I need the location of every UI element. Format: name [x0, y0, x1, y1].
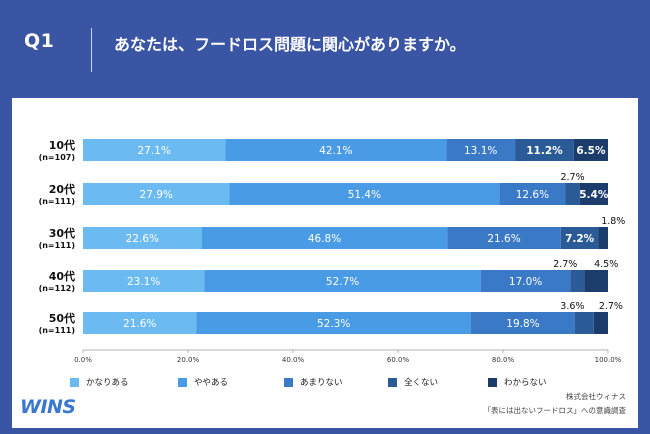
data-label: 4.5%: [594, 259, 618, 270]
bar-segment: [573, 139, 608, 161]
bar-segment: [83, 139, 226, 161]
data-label: 5.4%: [579, 189, 609, 201]
legend-item: ややある: [178, 376, 228, 388]
category-label: 30代: [49, 226, 75, 240]
chart-card: 10代 (n=107) 27.1% 42.1% 13.1% 11.2% 6.5% 20代 (n=…: [12, 98, 638, 428]
credit-survey-title: 「表には出ないフードロス」への意識調査: [483, 406, 627, 415]
data-label: 3.6%: [560, 301, 584, 312]
x-tick-label: 20.0%: [177, 356, 200, 364]
data-label: 27.9%: [140, 189, 173, 201]
data-label: 2.7%: [553, 259, 577, 270]
question-title: あなたは、フードロス問題に関心がありますか。: [114, 35, 466, 54]
legend-swatch: [388, 377, 397, 387]
bar-segment: [83, 227, 202, 249]
legend-swatch: [70, 377, 79, 387]
data-label: 2.7%: [599, 301, 623, 312]
bar-segment: [229, 183, 500, 205]
data-label: 11.2%: [526, 145, 563, 157]
bar-segment: [574, 312, 594, 334]
data-label: 46.8%: [308, 233, 341, 245]
legend-item: 全くない: [388, 376, 438, 388]
x-tick-label: 60.0%: [387, 356, 410, 364]
x-tick-label: 40.0%: [282, 356, 305, 364]
category-sample-size: (n=111): [39, 326, 75, 335]
data-label: 6.5%: [576, 145, 606, 157]
legend-swatch: [284, 377, 293, 387]
data-label: 2.7%: [560, 172, 584, 183]
bar-segment: [83, 270, 205, 292]
bar-segment: [201, 227, 448, 249]
data-label: 1.8%: [601, 216, 625, 227]
data-label: 51.4%: [348, 189, 381, 201]
x-tick-label: 100.0%: [595, 356, 622, 364]
legend-label: 全くない: [404, 378, 439, 388]
survey-credit: 株式会社ウィナス 「表には出ないフードロス」への意識調査: [484, 390, 627, 418]
stacked-bar-chart: 10代(n=107)27.1% 42.1% 13.1% 11.2% 6.5%20代(n=…: [39, 138, 626, 364]
data-label: 21.6%: [487, 233, 520, 245]
data-label: 27.1%: [137, 145, 170, 157]
bar-segment: [579, 183, 608, 205]
bar-segment: [598, 227, 608, 249]
legend-item: わからない: [488, 376, 547, 388]
category-sample-size: (n=112): [39, 284, 75, 293]
legend-label: わからない: [504, 378, 547, 388]
credit-company: 株式会社ウィナス: [566, 392, 626, 401]
category-label: 20代: [49, 182, 75, 196]
bar-segment: [225, 139, 447, 161]
data-label: 21.6%: [123, 318, 156, 330]
bar-segment: [480, 270, 571, 292]
data-label: 17.0%: [509, 276, 542, 288]
x-tick-label: 0.0%: [74, 356, 92, 364]
data-label: 52.3%: [317, 318, 350, 330]
wins-logo: WINS: [20, 396, 76, 418]
bar-segment: [570, 270, 585, 292]
legend-item: かなりある: [70, 376, 129, 388]
category-sample-size: (n=111): [39, 197, 75, 206]
data-label: 22.6%: [126, 233, 159, 245]
bar-segment: [83, 183, 230, 205]
legend-label: あまりない: [300, 378, 343, 388]
data-label: 23.1%: [127, 276, 160, 288]
legend-label: ややある: [194, 378, 229, 388]
header-divider: [91, 28, 92, 72]
x-tick-label: 80.0%: [492, 356, 515, 364]
data-label: 12.6%: [516, 189, 549, 201]
bar-segment: [515, 139, 574, 161]
chart-legend: かなりある ややある あまりない 全くない わからない: [70, 376, 570, 392]
bar-segment: [447, 227, 561, 249]
category-label: 40代: [49, 269, 75, 283]
legend-swatch: [488, 377, 497, 387]
category-sample-size: (n=111): [39, 241, 75, 250]
bar-segment: [470, 312, 575, 334]
bar-segment: [446, 139, 516, 161]
category-label: 50代: [49, 311, 75, 325]
bar-segment: [196, 312, 471, 334]
bar-segment: [584, 270, 608, 292]
bar-segment: [560, 227, 599, 249]
bar-segment: [565, 183, 580, 205]
legend-item: あまりない: [284, 376, 343, 388]
data-label: 52.7%: [326, 276, 359, 288]
bar-segment: [593, 312, 608, 334]
data-label: 7.2%: [565, 233, 595, 245]
bar-segment: [83, 312, 197, 334]
category-sample-size: (n=107): [39, 153, 75, 162]
header: Q1 あなたは、フードロス問題に関心がありますか。: [0, 0, 650, 96]
legend-swatch: [178, 377, 187, 387]
legend-label: かなりある: [86, 378, 129, 388]
category-label: 10代: [49, 138, 75, 152]
data-label: 42.1%: [319, 145, 352, 157]
data-label: 19.8%: [506, 318, 539, 330]
bar-segment: [499, 183, 566, 205]
bar-segment: [204, 270, 481, 292]
question-number: Q1: [24, 30, 55, 52]
data-label: 13.1%: [464, 145, 497, 157]
